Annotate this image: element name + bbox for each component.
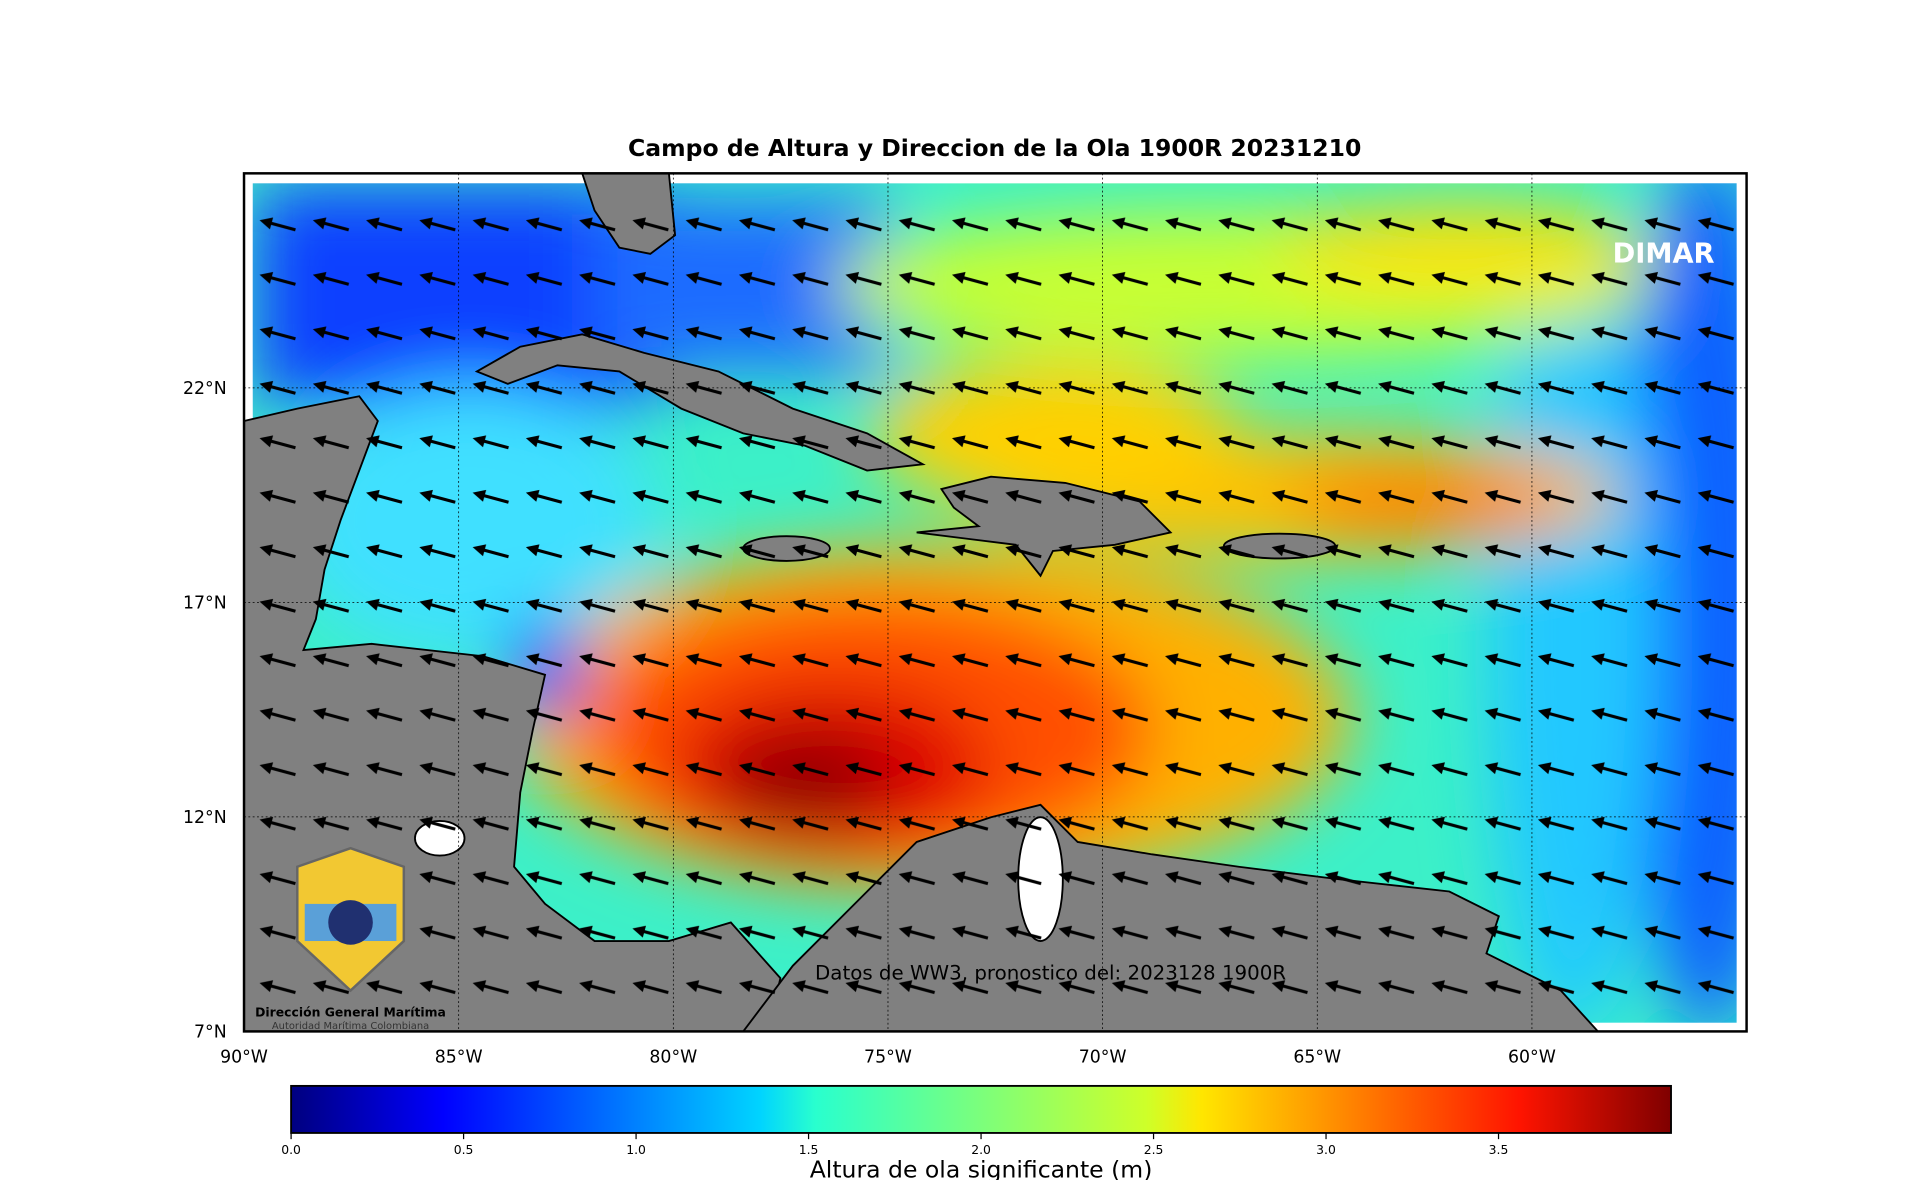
logo-name: Dirección General Marítima <box>255 1006 446 1020</box>
lon-label: 70°W <box>1079 1047 1127 1067</box>
colorbar-label: Altura de ola significante (m) <box>810 1156 1153 1180</box>
annotation: Datos de WW3, pronostico del: 2023128 19… <box>815 961 1286 984</box>
lon-label: 80°W <box>649 1047 697 1067</box>
colorbar-tick-label: 2.5 <box>1144 1143 1164 1157</box>
logo <box>296 846 406 993</box>
colorbar-tick-label: 0.5 <box>454 1143 474 1157</box>
watermark: DIMAR <box>1613 239 1715 270</box>
colorbar-tick-label: 1.5 <box>799 1143 819 1157</box>
lon-label: 75°W <box>864 1047 912 1067</box>
map-frame <box>242 172 1748 1033</box>
lon-label: 65°W <box>1293 1047 1341 1067</box>
lat-label: 22°N <box>183 379 227 399</box>
lat-label: 7°N <box>194 1023 227 1043</box>
wave-direction-arrows <box>252 183 1737 1023</box>
lon-label: 90°W <box>220 1047 268 1067</box>
colorbar-tick-label: 1.0 <box>626 1143 646 1157</box>
colorbar-tick-label: 0.0 <box>281 1143 301 1157</box>
colorbar-tick-label: 2.0 <box>971 1143 991 1157</box>
colorbar-tick-label: 3.0 <box>1316 1143 1336 1157</box>
logo-subtitle: Autoridad Marítima Colombiana <box>272 1020 429 1032</box>
lon-label: 60°W <box>1508 1047 1556 1067</box>
lat-label: 12°N <box>183 808 227 828</box>
colorbar-tick-label: 3.5 <box>1489 1143 1509 1157</box>
colorbar <box>290 1084 1672 1134</box>
title: Campo de Altura y Direccion de la Ola 19… <box>628 134 1361 162</box>
lon-label: 85°W <box>435 1047 483 1067</box>
lat-label: 17°N <box>183 594 227 614</box>
